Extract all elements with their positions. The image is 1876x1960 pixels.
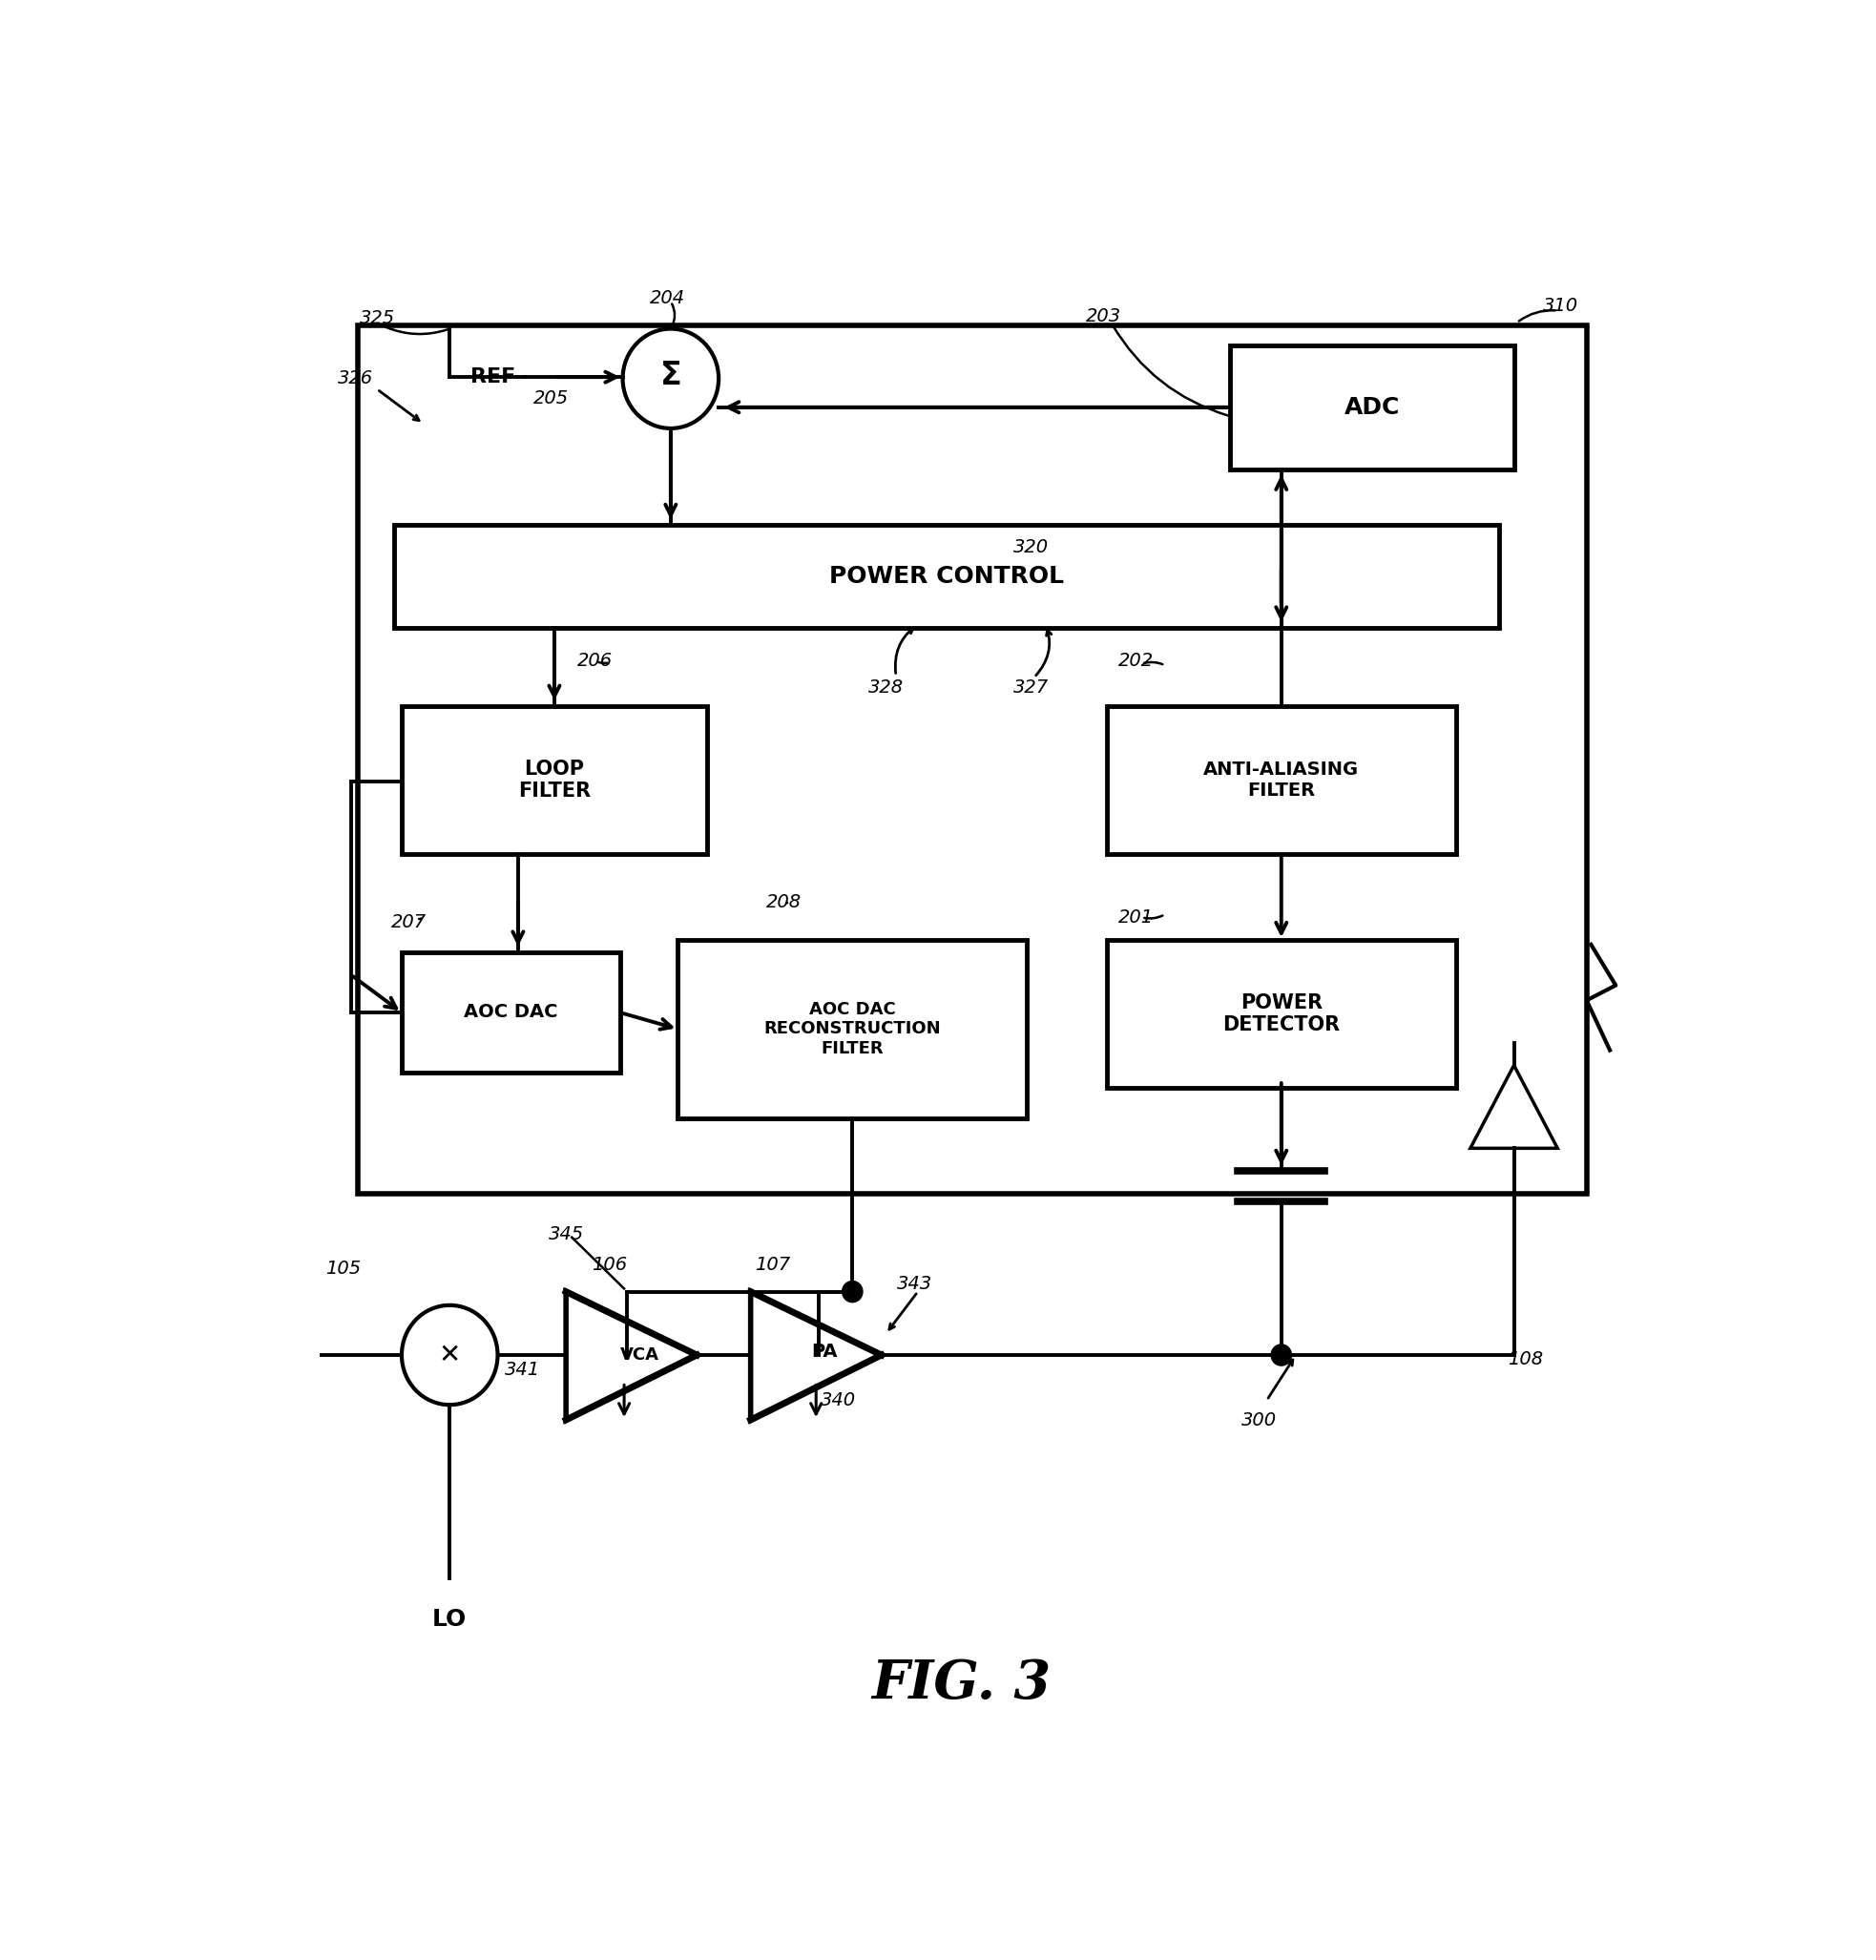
Text: 208: 208 <box>767 894 801 911</box>
Text: 203: 203 <box>1086 308 1122 325</box>
Text: FIG. 3: FIG. 3 <box>872 1658 1051 1711</box>
Bar <box>1107 941 1456 1088</box>
Text: 327: 327 <box>1013 678 1049 698</box>
Text: AOC DAC: AOC DAC <box>463 1004 557 1021</box>
Text: LOOP
FILTER: LOOP FILTER <box>518 759 591 800</box>
Text: 325: 325 <box>360 310 394 327</box>
Text: 206: 206 <box>578 653 613 670</box>
Text: 207: 207 <box>392 913 426 931</box>
Text: 320: 320 <box>1013 539 1049 557</box>
Bar <box>1231 345 1514 468</box>
Text: PA: PA <box>812 1343 839 1360</box>
Text: 341: 341 <box>505 1360 540 1380</box>
Text: 328: 328 <box>869 678 904 698</box>
Circle shape <box>1272 1345 1291 1366</box>
Bar <box>394 525 1499 627</box>
Text: LO: LO <box>431 1607 467 1631</box>
Text: 310: 310 <box>1542 298 1578 316</box>
Circle shape <box>623 329 719 429</box>
Text: 300: 300 <box>1242 1411 1278 1429</box>
Text: 105: 105 <box>326 1260 362 1278</box>
Polygon shape <box>750 1292 882 1419</box>
Text: 108: 108 <box>1508 1350 1544 1368</box>
Text: 204: 204 <box>651 290 685 308</box>
Text: 106: 106 <box>593 1256 627 1274</box>
Text: 205: 205 <box>535 390 568 408</box>
Text: ANTI-ALIASING
FILTER: ANTI-ALIASING FILTER <box>1204 760 1358 800</box>
Text: 326: 326 <box>338 370 373 388</box>
Text: POWER CONTROL: POWER CONTROL <box>829 564 1064 588</box>
Bar <box>358 325 1587 1194</box>
Text: 202: 202 <box>1118 653 1154 670</box>
Bar <box>401 953 619 1072</box>
Text: 107: 107 <box>754 1256 790 1274</box>
Polygon shape <box>567 1292 696 1419</box>
Text: 340: 340 <box>820 1392 855 1409</box>
Text: ✕: ✕ <box>439 1343 461 1368</box>
Text: 343: 343 <box>897 1276 932 1294</box>
Bar <box>1107 706 1456 855</box>
Text: 345: 345 <box>548 1225 583 1243</box>
Text: POWER
DETECTOR: POWER DETECTOR <box>1223 994 1339 1035</box>
Text: REF: REF <box>471 368 516 386</box>
Circle shape <box>401 1305 497 1405</box>
Bar <box>401 706 707 855</box>
Text: ADC: ADC <box>1345 396 1399 419</box>
Text: VCA: VCA <box>621 1347 660 1364</box>
Text: AOC DAC
RECONSTRUCTION
FILTER: AOC DAC RECONSTRUCTION FILTER <box>764 1002 942 1058</box>
Bar <box>677 941 1026 1117</box>
Polygon shape <box>1471 1066 1557 1149</box>
Circle shape <box>842 1282 863 1301</box>
Text: Σ: Σ <box>660 361 681 392</box>
Text: 201: 201 <box>1118 907 1154 927</box>
